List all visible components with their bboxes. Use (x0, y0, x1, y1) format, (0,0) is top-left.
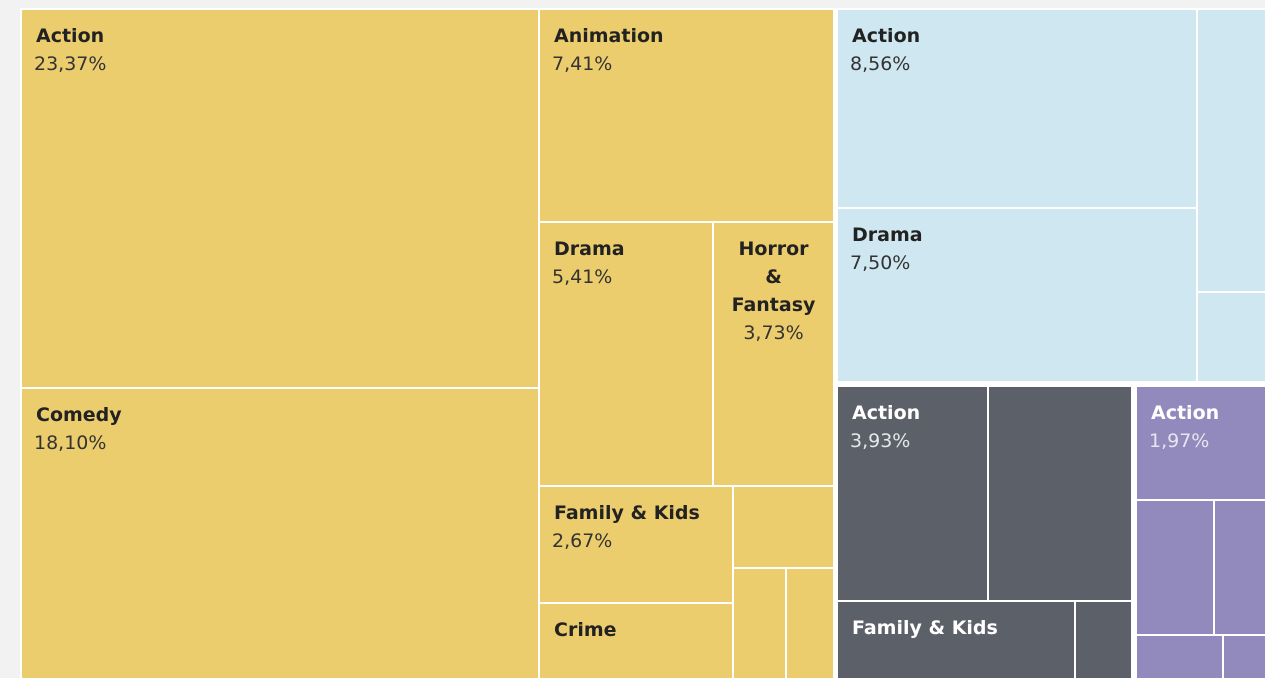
cell-value-label: 1,97% (1149, 430, 1209, 452)
treemap-cell (838, 209, 1196, 381)
cell-value-label: 7,41% (552, 53, 612, 75)
cell-value-label: 3,93% (850, 430, 910, 452)
cell-label: Animation (554, 25, 664, 47)
cell-value-label: 23,37% (34, 53, 106, 75)
cell-label: Action (36, 25, 104, 47)
cell-label: Drama (554, 238, 625, 260)
treemap-cell (838, 602, 1074, 678)
cell-value-label: 8,56% (850, 53, 910, 75)
cell-value-label: 7,50% (850, 252, 910, 274)
treemap-cell (1198, 293, 1265, 381)
treemap-cell (1215, 501, 1265, 634)
treemap-cell (540, 604, 732, 678)
cell-label: Action (852, 402, 920, 424)
treemap-cell (540, 487, 732, 602)
treemap-cell (734, 487, 833, 567)
treemap-cell (540, 10, 833, 221)
treemap-cell (989, 387, 1131, 600)
treemap-cell (734, 569, 785, 678)
treemap-cell (1198, 10, 1265, 291)
treemap-cell (714, 223, 833, 485)
cell-value-label: 5,41% (552, 266, 612, 288)
treemap-cell (1076, 602, 1131, 678)
cell-value-label: 2,67% (552, 530, 612, 552)
treemap-cell (1137, 636, 1222, 678)
cell-label: Drama (852, 224, 923, 246)
cell-label: Family & Kids (554, 502, 700, 524)
cell-label: Crime (554, 619, 617, 641)
cell-label: Family & Kids (852, 617, 998, 639)
treemap-cell (787, 569, 833, 678)
treemap-cell (1137, 387, 1265, 499)
treemap-cell (22, 389, 538, 678)
treemap-cell (540, 223, 712, 485)
treemap-cell (838, 387, 987, 600)
cell-label: Action (1151, 402, 1219, 424)
cell-label: Comedy (36, 404, 122, 426)
treemap-cell (22, 10, 538, 387)
treemap-cell (1224, 636, 1265, 678)
cell-value-label: 18,10% (34, 432, 106, 454)
treemap-cell (838, 10, 1196, 207)
cell-value-label: 3,73% (743, 322, 803, 344)
cell-label: Horror & Fantasy (732, 238, 816, 316)
treemap-cell (1137, 501, 1213, 634)
cell-label: Action (852, 25, 920, 47)
